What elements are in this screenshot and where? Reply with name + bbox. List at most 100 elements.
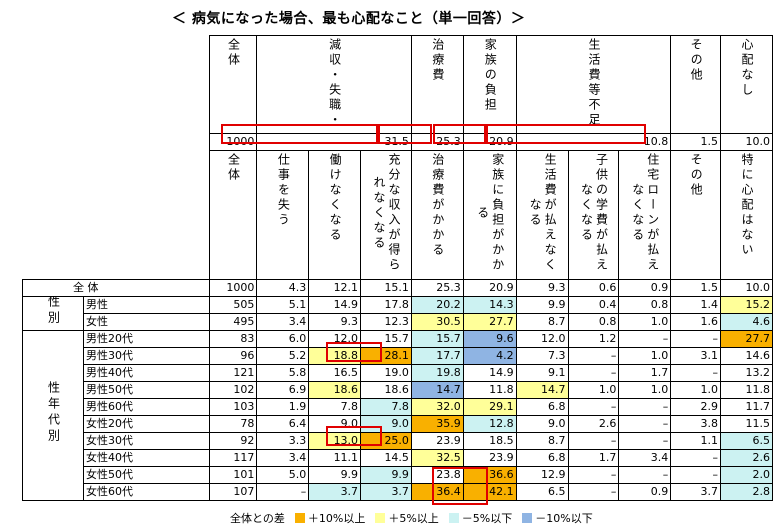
- table-cell: 0.9: [618, 279, 672, 297]
- table-cell: 7.8: [360, 398, 412, 416]
- sub-header-cell: その他: [670, 150, 722, 280]
- table-cell: –: [618, 415, 672, 433]
- group-label: 性年代別: [22, 330, 84, 501]
- table-cell: 6.8: [515, 449, 569, 467]
- table-row: 女性20代 78 6.4 9.0 9.0 35.9 12.8 9.0 2.6–3.8 11.5: [23, 415, 773, 433]
- top-header-row: 全体 減収・失職・ 治療費 家族の負担 生活費等不足 その他 心配なし: [23, 35, 773, 134]
- top-total-row: 1000 31.5 25.3 20.9 10.8 1.5 10.0: [23, 133, 773, 151]
- table-cell: 7.8: [308, 398, 362, 416]
- table-cell: 6.5: [720, 432, 773, 450]
- table-cell: 1.4: [670, 296, 722, 314]
- legend-swatch: [522, 513, 533, 523]
- table-cell: 11.8: [462, 381, 517, 399]
- table-cell: 35.9: [410, 415, 464, 433]
- sub-header-cell: 家族に負担がかかる: [462, 150, 517, 280]
- results-table: 全体 減収・失職・ 治療費 家族の負担 生活費等不足 その他 心配なし 1000…: [22, 35, 773, 501]
- row-label: 女性50代: [83, 466, 210, 484]
- table-cell: 9.3: [308, 313, 362, 331]
- table-cell: 1.5: [670, 279, 722, 297]
- table-cell: 11.8: [720, 381, 773, 399]
- table-cell: 0.4: [567, 296, 620, 314]
- legend-swatch: [294, 513, 305, 523]
- table-cell: 505: [208, 296, 258, 314]
- table-cell: 1000: [208, 279, 258, 297]
- sub-header-row: 全体 仕事を失う 働けなくなる 充分な収入が得られなくなる 治療費がかかる 家族に負担がか…: [23, 150, 773, 280]
- table-cell: 13.2: [720, 364, 773, 382]
- table-cell: 18.6: [308, 381, 362, 399]
- table-cell: 3.4: [618, 449, 672, 467]
- table-cell: 8.7: [515, 313, 569, 331]
- row-label: 男性50代: [83, 381, 210, 399]
- sub-header-cell: 特に心配はない: [720, 150, 773, 280]
- table-cell: 3.4: [256, 313, 310, 331]
- top-total-cell: 25.3: [410, 133, 464, 151]
- table-cell: 32.0: [410, 398, 464, 416]
- table-cell: 4.2: [462, 347, 517, 365]
- table-cell: –: [670, 449, 722, 467]
- table-cell: 11.5: [720, 415, 773, 433]
- table-cell: 2.8: [720, 483, 773, 501]
- table-cell: 1.0: [618, 313, 672, 331]
- sub-header-cell: 全体: [208, 150, 258, 280]
- table-cell: –: [670, 364, 722, 382]
- table-cell: 14.9: [308, 296, 362, 314]
- table-cell: 23.9: [462, 449, 517, 467]
- top-header-cell: 生活費等不足: [515, 35, 672, 134]
- table-cell: 2.6: [567, 415, 620, 433]
- legend: 全体との差 ＋10%以上 ＋5%以上 －5%以下 －10%以下: [230, 510, 593, 526]
- table-cell: 28.1: [360, 347, 412, 365]
- table-cell: 18.6: [360, 381, 412, 399]
- sub-header-cell: 住宅ローンが払えなくなる: [618, 150, 672, 280]
- table-cell: 20.9: [462, 279, 517, 297]
- table-cell: –: [618, 330, 672, 348]
- table-cell: 1.7: [618, 364, 672, 382]
- table-cell: 4.6: [720, 313, 773, 331]
- table-cell: 25.3: [410, 279, 464, 297]
- table-cell: 20.2: [410, 296, 464, 314]
- row-label: 女性40代: [83, 449, 210, 467]
- row-label: 全 体: [22, 279, 210, 297]
- table-cell: 9.9: [360, 466, 412, 484]
- table-row: 女性50代 101 5.0 9.9 9.9 23.8 36.6 12.9– – –2.0: [23, 466, 773, 484]
- table-cell: –: [618, 432, 672, 450]
- row-label: 男性60代: [83, 398, 210, 416]
- table-cell: 3.1: [670, 347, 722, 365]
- table-cell: 1.0: [618, 381, 672, 399]
- row-label: 男性40代: [83, 364, 210, 382]
- table-cell: 14.9: [462, 364, 517, 382]
- table-cell: 78: [208, 415, 258, 433]
- table-cell: 12.3: [360, 313, 412, 331]
- table-cell: 2.0: [720, 466, 773, 484]
- table-cell: –: [567, 398, 620, 416]
- table-cell: 17.7: [410, 347, 464, 365]
- table-row: 女性30代 92 3.3 13.0 25.0 23.9 18.5 8.7– –1.1 6.5: [23, 432, 773, 450]
- table-cell: 83: [208, 330, 258, 348]
- row-label: 男性30代: [83, 347, 210, 365]
- table-cell: 9.9: [308, 466, 362, 484]
- row-label: 男性20代: [83, 330, 210, 348]
- table-cell: 6.4: [256, 415, 310, 433]
- table-cell: 2.6: [720, 449, 773, 467]
- table-cell: 11.1: [308, 449, 362, 467]
- table-row: 女性40代 117 3.4 11.1 14.5 32.5 23.9 6.8 1.7 3.4–2.6: [23, 449, 773, 467]
- legend-swatch: [375, 513, 386, 523]
- table-cell: 0.9: [618, 483, 672, 501]
- table-row: 性年代別 男性20代 83 6.0 12.0 15.7 15.7 9.6 12.0 1.2– –27…: [22, 330, 773, 501]
- table-cell: –: [567, 483, 620, 501]
- sub-header-cell: 充分な収入が得られなくなる: [360, 150, 412, 280]
- row-label: 男性: [83, 296, 210, 314]
- table-row: 全 体 1000 4.3 12.1 15.1 25.3 20.9 9.3 0.6 0.9 1.5 10…: [22, 279, 773, 297]
- table-cell: 2.9: [670, 398, 722, 416]
- table-cell: 3.7: [360, 483, 412, 501]
- table-cell: –: [670, 466, 722, 484]
- table-cell: –: [618, 466, 672, 484]
- table-cell: 36.4: [410, 483, 464, 501]
- table-cell: 6.5: [515, 483, 569, 501]
- top-header-cell: 心配なし: [720, 35, 773, 134]
- table-cell: 1.0: [670, 381, 722, 399]
- legend-swatch: [448, 513, 459, 523]
- table-cell: 6.0: [256, 330, 310, 348]
- table-cell: 32.5: [410, 449, 464, 467]
- table-cell: 17.8: [360, 296, 412, 314]
- table-cell: 9.3: [515, 279, 569, 297]
